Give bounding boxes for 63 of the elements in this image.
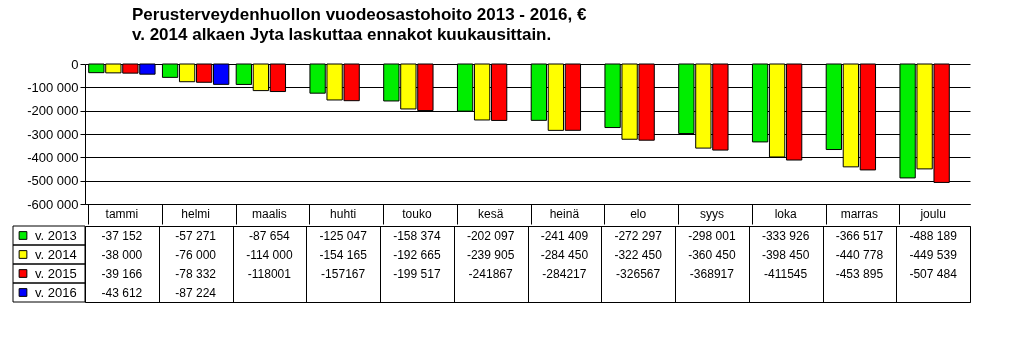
data-label: -440 778	[835, 247, 884, 262]
chart-title: Perusterveydenhuollon vuodeosastohoito 2013 - 2016, €	[132, 5, 587, 24]
data-label: -154 165	[319, 247, 368, 262]
data-label: -284217	[542, 266, 587, 281]
data-label: -157167	[321, 266, 366, 281]
data-label: -284 450	[540, 247, 589, 262]
x-tick-label: syys	[699, 206, 724, 221]
x-tick-label: kesä	[477, 206, 504, 221]
x-tick-label: marras	[840, 206, 879, 221]
data-label: -76 000	[175, 247, 217, 262]
data-label: -38 000	[101, 247, 143, 262]
data-label: -87 654	[249, 228, 291, 243]
x-tick-label: maalis	[252, 206, 287, 221]
x-tick-label: joulu	[919, 206, 946, 221]
x-tick-label: loka	[774, 206, 797, 221]
x-tick-label: touko	[402, 206, 432, 221]
data-label: -199 517	[393, 266, 441, 281]
data-label: -333 926	[761, 228, 810, 243]
data-label: -114 000	[246, 247, 293, 262]
data-label: -322 450	[614, 247, 663, 262]
legend-label: v. 2013	[35, 227, 77, 243]
data-label: -125 047	[319, 228, 368, 243]
y-tick-label: -500 000	[27, 173, 79, 189]
y-tick-label: 0	[71, 56, 79, 72]
data-label: -241 409	[540, 228, 589, 243]
y-tick-label: -300 000	[27, 126, 79, 142]
x-tick-label: helmi	[181, 206, 210, 221]
data-label: -449 539	[909, 247, 958, 262]
chart-subtitle: v. 2014 alkaen Jyta laskuttaa ennakot kuukausittain.	[132, 25, 552, 44]
data-label: -398 450	[761, 247, 810, 262]
legend-label: v. 2015	[35, 265, 77, 281]
data-label: -507 484	[909, 266, 958, 281]
y-tick-label: -600 000	[27, 196, 79, 212]
x-tick-label: tammi	[105, 206, 139, 221]
data-label: -326567	[616, 266, 661, 281]
data-label: -488 189	[909, 228, 958, 243]
legend-label: v. 2014	[35, 246, 77, 262]
data-label: -366 517	[835, 228, 884, 243]
data-label: -202 097	[466, 228, 515, 243]
data-label: -241867	[468, 266, 513, 281]
data-label: -43 612	[101, 285, 143, 300]
x-tick-label: heinä	[549, 206, 580, 221]
data-label: -239 905	[466, 247, 515, 262]
data-label: -272 297	[614, 228, 663, 243]
data-label: -192 665	[393, 247, 441, 262]
x-tick-label: elo	[630, 206, 647, 221]
data-label: -37 152	[101, 228, 143, 243]
data-label: -368917	[689, 266, 735, 281]
data-label: -453 895	[835, 266, 884, 281]
data-label: -87 224	[175, 285, 217, 300]
data-label: -39 166	[101, 266, 143, 281]
x-tick-label: huhti	[330, 206, 357, 221]
data-label: -360 450	[688, 247, 736, 262]
y-tick-label: -100 000	[27, 79, 79, 95]
legend-label: v. 2016	[35, 284, 77, 300]
data-label: -411545	[764, 266, 808, 281]
data-label: -118001	[247, 266, 292, 281]
y-tick-label: -200 000	[27, 103, 79, 119]
data-label: -57 271	[175, 228, 217, 243]
data-label: -158 374	[393, 228, 441, 243]
y-tick-label: -400 000	[27, 149, 79, 165]
data-label: -298 001	[688, 228, 736, 243]
data-label: -78 332	[175, 266, 217, 281]
